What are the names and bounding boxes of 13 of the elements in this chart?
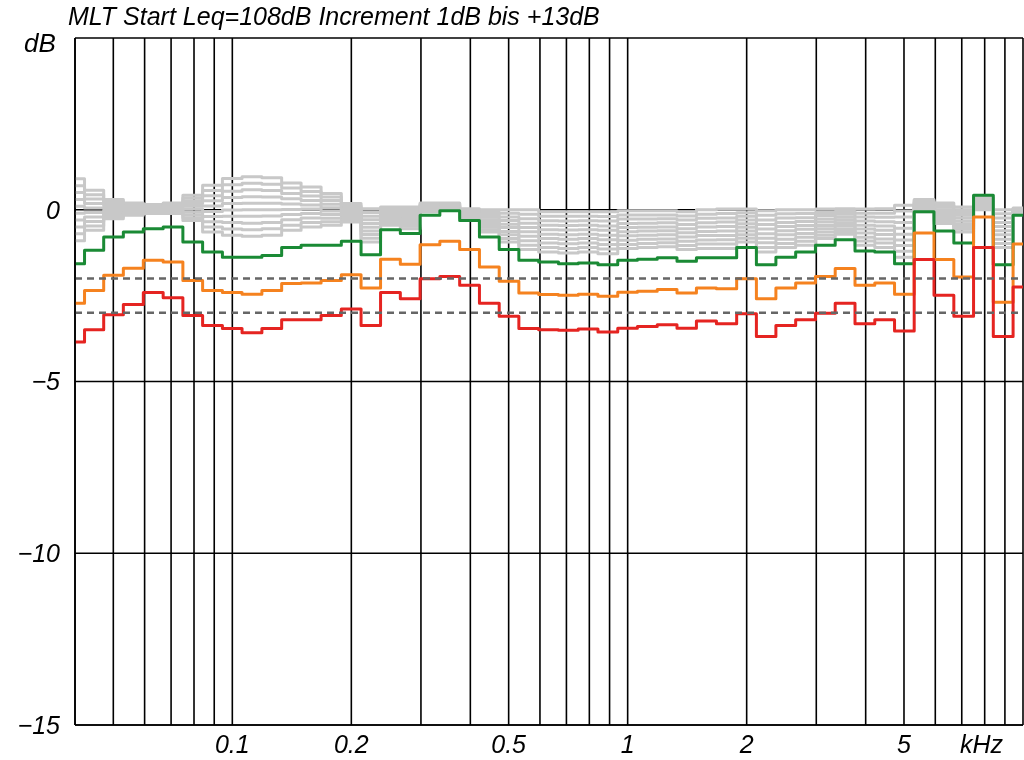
x-tick-label: 0.2 <box>333 729 369 758</box>
y-tick-label: −15 <box>17 710 61 739</box>
chart-title: MLT Start Leq=108dB Increment 1dB bis +13dB <box>68 1 600 32</box>
x-tick-label: 5 <box>897 729 912 758</box>
x-tick-label: 0.5 <box>491 729 527 758</box>
x-axis-title: kHz <box>960 730 1004 758</box>
y-tick-label: −5 <box>31 367 61 396</box>
x-tick-label: 2 <box>738 729 754 758</box>
y-axis-title: dB <box>24 28 56 58</box>
y-tick-label: −10 <box>17 539 61 568</box>
x-tick-label: 1 <box>620 729 635 758</box>
x-tick-label: 0.1 <box>214 729 250 758</box>
y-tick-label: 0 <box>46 195 61 224</box>
